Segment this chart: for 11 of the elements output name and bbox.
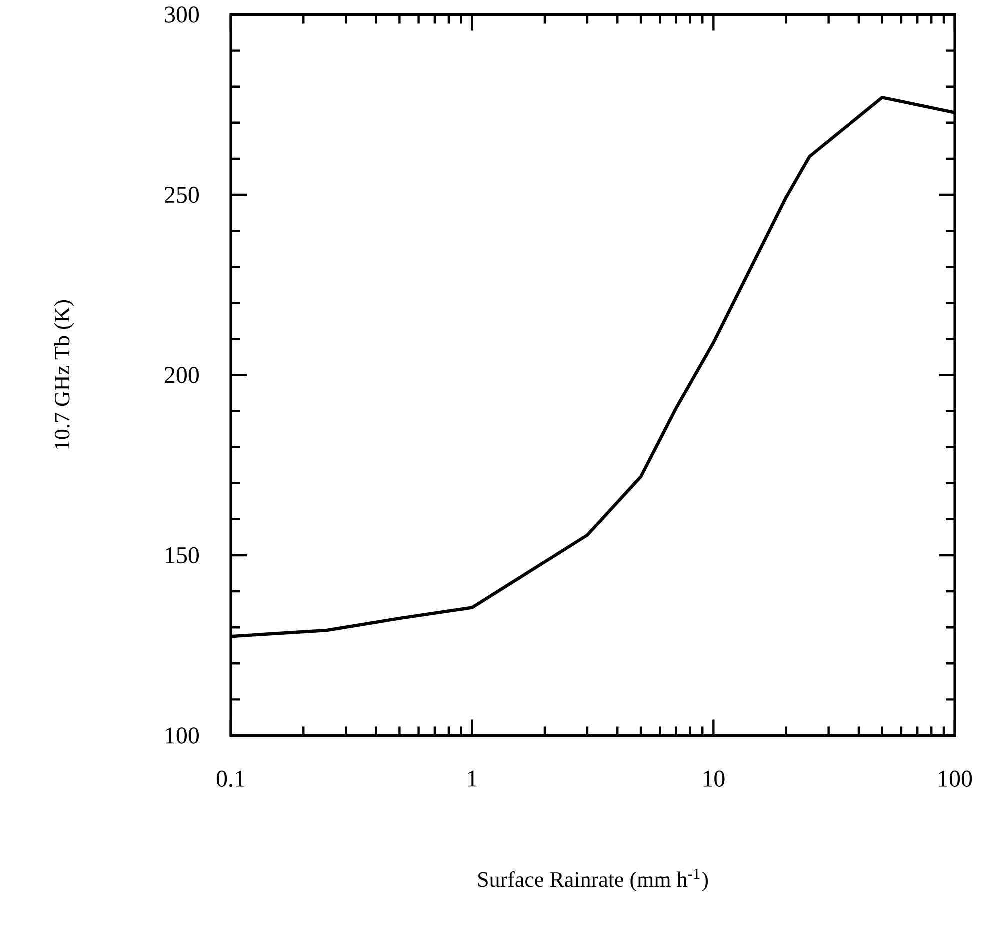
y-tick-label: 100 bbox=[166, 728, 200, 744]
y-axis-title: 10.7 GHz Tb (K) bbox=[54, 300, 74, 450]
y-tick-label: 300 bbox=[165, 6, 200, 23]
x-tick-label: 0.1 bbox=[216, 770, 245, 788]
x-tick-label: 1 bbox=[468, 770, 477, 787]
x-tick-label: 100 bbox=[939, 770, 972, 788]
x-tick-label: 10 bbox=[704, 770, 725, 788]
y-tick-label: 250 bbox=[165, 187, 200, 204]
y-tick-label: 150 bbox=[166, 548, 200, 564]
y-tick-label: 200 bbox=[165, 367, 200, 384]
x-axis-title: Surface Rainrate (mm h$^{-1}$) bbox=[478, 868, 708, 892]
